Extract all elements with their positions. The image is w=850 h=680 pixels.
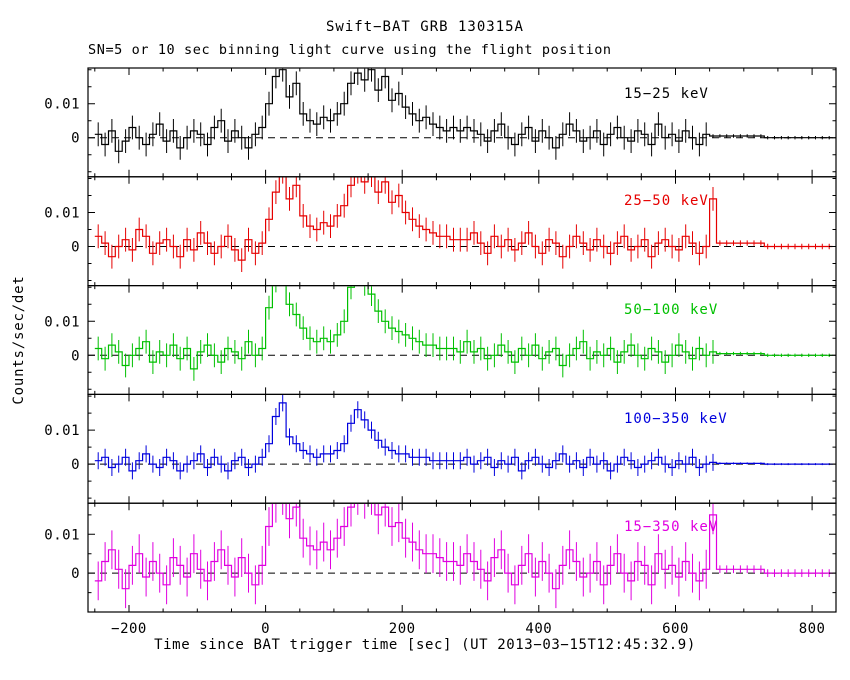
light-curve-step-line <box>94 286 833 370</box>
light-curve-step-line <box>94 69 833 152</box>
y-tick-label: 0 <box>71 566 80 582</box>
energy-band-label-15-350: 15−350 keV <box>624 519 719 535</box>
y-tick-label: 0 <box>71 131 80 147</box>
data-group-25-50 keV <box>94 177 833 272</box>
panel-100-350 keV: 00.01 <box>44 393 837 504</box>
tick-marks <box>88 394 836 504</box>
x-tick-label: 800 <box>799 621 826 637</box>
y-tick-label: 0 <box>71 457 80 473</box>
tick-marks <box>88 176 836 286</box>
error-bars <box>97 286 830 381</box>
error-bars <box>97 395 830 480</box>
y-tick-label: 0 <box>71 240 80 256</box>
y-tick-label: 0 <box>71 348 80 364</box>
panel-50-100 keV: 00.01 <box>44 285 837 396</box>
panel-border <box>87 502 837 613</box>
data-group-15-25 keV <box>94 68 833 164</box>
y-tick-label: 0.01 <box>44 206 80 222</box>
light-curve-step-line <box>94 177 833 261</box>
error-bars <box>97 68 830 164</box>
x-tick-label: 600 <box>662 621 689 637</box>
y-tick-label: 0.01 <box>44 97 80 113</box>
x-tick-label: 0 <box>261 621 270 637</box>
tick-marks <box>88 68 836 177</box>
energy-band-label-15-25: 15−25 keV <box>624 86 709 102</box>
data-group-15-350 keV <box>94 503 833 609</box>
x-tick-label: 400 <box>525 621 552 637</box>
energy-band-label-100-350: 100−350 keV <box>624 411 728 427</box>
data-group-100-350 keV <box>94 395 833 480</box>
data-group-50-100 keV <box>94 286 833 381</box>
x-tick-label: 200 <box>389 621 416 637</box>
x-tick-label: −200 <box>111 621 147 637</box>
panel-25-50 keV: 00.01 <box>44 176 837 287</box>
panel-15-25 keV: 00.01 <box>44 67 837 178</box>
light-curve-step-line <box>94 503 833 590</box>
error-bars <box>97 503 830 609</box>
y-tick-label: 0.01 <box>44 314 80 330</box>
y-tick-label: 0.01 <box>44 423 80 439</box>
y-tick-label: 0.01 <box>44 527 80 543</box>
energy-band-label-25-50: 25−50 keV <box>624 193 709 209</box>
tick-marks <box>88 285 836 395</box>
energy-band-label-50-100: 50−100 keV <box>624 302 719 318</box>
light-curve-step-line <box>94 402 833 472</box>
tick-marks <box>88 503 836 613</box>
chart-title: Swift−BAT GRB 130315A <box>325 19 524 35</box>
x-axis-label: Time since BAT trigger time [sec] (UT 20… <box>154 637 696 653</box>
chart-subtitle: SN=5 or 10 sec binning light curve using… <box>88 42 612 58</box>
panel-15-350 keV: 00.01 <box>44 502 837 613</box>
